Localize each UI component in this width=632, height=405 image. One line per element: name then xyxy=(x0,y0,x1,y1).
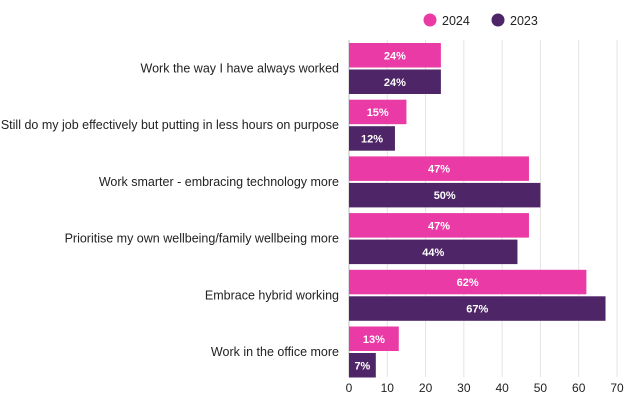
category-label: Work in the office more xyxy=(211,345,339,359)
gridlines xyxy=(348,40,618,377)
data-label: 15% xyxy=(367,107,389,119)
bar-2023 xyxy=(349,69,441,94)
data-label: 24% xyxy=(384,50,406,62)
category-label: Still do my job effectively but putting … xyxy=(1,118,339,132)
legend-marker-2023 xyxy=(491,13,505,27)
category-labels: Work the way I have always worked Still d… xyxy=(1,62,339,360)
category-label: Prioritise my own wellbeing/family wellb… xyxy=(65,232,339,246)
data-label: 62% xyxy=(457,277,479,289)
legend-label-2023: 2023 xyxy=(510,14,538,28)
bar-2023 xyxy=(349,126,395,151)
data-label: 44% xyxy=(422,247,444,259)
data-label: 50% xyxy=(434,190,456,202)
bar-2023 xyxy=(349,182,541,208)
legend-label-2024: 2024 xyxy=(442,14,470,28)
category-label: Work the way I have always worked xyxy=(141,62,340,76)
x-axis-ticks: 0 10 20 30 40 50 60 70 xyxy=(346,381,624,395)
bar-2023 xyxy=(349,296,606,321)
bar-2023 xyxy=(349,353,376,378)
x-tick-label: 10 xyxy=(381,381,395,395)
x-tick-label: 60 xyxy=(572,381,586,395)
x-tick-label: 40 xyxy=(495,381,509,395)
x-tick-label: 0 xyxy=(346,381,353,395)
bar-2024 xyxy=(349,156,529,181)
bar-2024 xyxy=(349,213,529,238)
bar-2024 xyxy=(349,326,399,351)
x-tick-label: 20 xyxy=(419,381,433,395)
bar-2024 xyxy=(349,43,441,68)
legend-marker-2024 xyxy=(423,13,437,27)
bar-2024 xyxy=(349,99,407,125)
x-tick-label: 30 xyxy=(457,381,471,395)
data-label: 67% xyxy=(466,304,488,316)
bar-2023 xyxy=(349,239,518,265)
data-label: 7% xyxy=(354,360,370,372)
category-label: Embrace hybrid working xyxy=(205,288,339,302)
x-tick-label: 50 xyxy=(534,381,548,395)
data-label: 12% xyxy=(361,133,383,145)
data-label: 47% xyxy=(428,220,450,232)
x-tick-label: 70 xyxy=(610,381,624,395)
category-label: Work smarter - embracing technology more xyxy=(99,175,339,189)
data-label: 47% xyxy=(428,164,450,176)
bar-2024 xyxy=(349,269,587,295)
data-label: 24% xyxy=(384,77,406,89)
data-label: 13% xyxy=(363,334,385,346)
legend: 2024 2023 xyxy=(423,13,538,28)
bars: 24% 24% 15% 12% 47% 50% 47% 44% 62% 67% 13% 7% xyxy=(349,43,606,378)
